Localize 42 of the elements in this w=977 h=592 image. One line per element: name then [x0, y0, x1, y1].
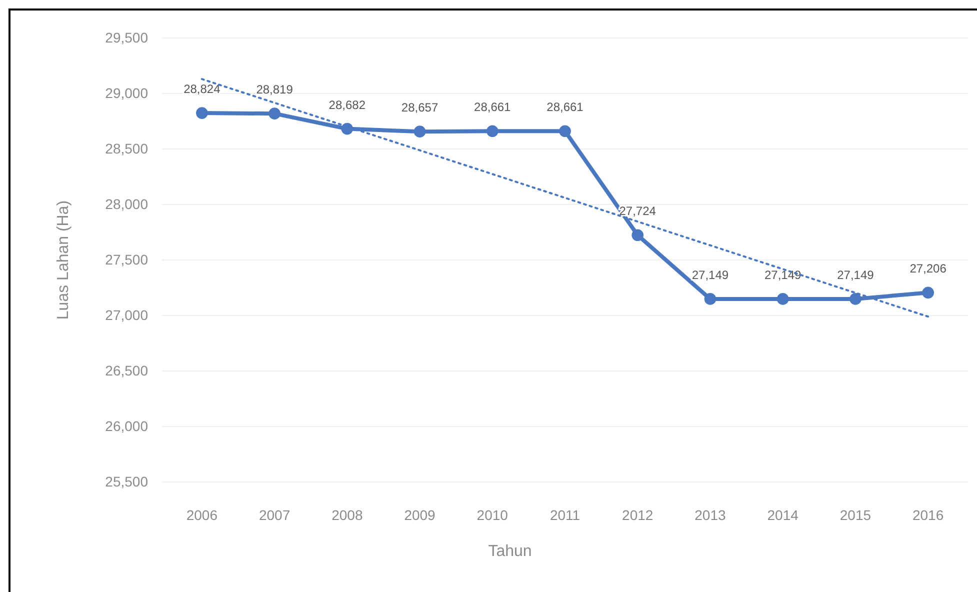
y-tick-label: 26,500 — [105, 362, 148, 378]
y-tick-label: 25,500 — [105, 473, 148, 490]
point — [486, 125, 498, 138]
point — [268, 108, 280, 120]
data-label: 27,149 — [692, 268, 729, 282]
x-tick-label: 2008 — [332, 506, 363, 523]
x-tick-label: 2010 — [476, 506, 508, 523]
data-label: 28,824 — [184, 82, 221, 96]
point — [776, 293, 789, 305]
point — [632, 229, 644, 242]
data-label: 28,657 — [401, 100, 438, 115]
data-label: 28,819 — [256, 82, 294, 97]
y-tick-label: 28,500 — [105, 140, 148, 156]
x-tick-label: 2015 — [840, 506, 872, 523]
point — [922, 286, 934, 299]
x-tick-label: 2007 — [258, 506, 290, 523]
y-tick-label: 29,000 — [105, 84, 148, 101]
y-tick-label: 28,000 — [105, 196, 148, 212]
x-tick-label: 2011 — [550, 506, 580, 523]
x-tick-label: 2013 — [694, 506, 726, 523]
x-tick-label: 2006 — [186, 506, 218, 523]
data-label: 28,661 — [546, 100, 584, 114]
y-axis-title: Luas Lahan (Ha) — [55, 200, 72, 320]
point — [704, 293, 716, 305]
x-tick-label: 2014 — [767, 506, 799, 523]
y-tick-label: 26,000 — [105, 418, 148, 434]
data-label: 27,206 — [910, 262, 947, 276]
y-tick-label: 29,500 — [105, 29, 148, 46]
point — [559, 125, 571, 138]
data-label: 28,682 — [328, 98, 366, 112]
data-label: 28,661 — [474, 100, 512, 114]
point — [850, 293, 862, 305]
x-tick-label: 2012 — [622, 506, 654, 523]
x-axis-title: Tahun — [488, 543, 532, 560]
x-tick-label: 2016 — [912, 506, 944, 523]
data-label: 27,149 — [837, 268, 874, 282]
data-label: 27,149 — [764, 268, 802, 282]
x-tick-label: 2009 — [404, 506, 436, 523]
point — [196, 107, 208, 119]
point — [414, 126, 426, 138]
y-tick-label: 27,000 — [105, 306, 148, 323]
y-tick-label: 27,500 — [105, 251, 148, 268]
